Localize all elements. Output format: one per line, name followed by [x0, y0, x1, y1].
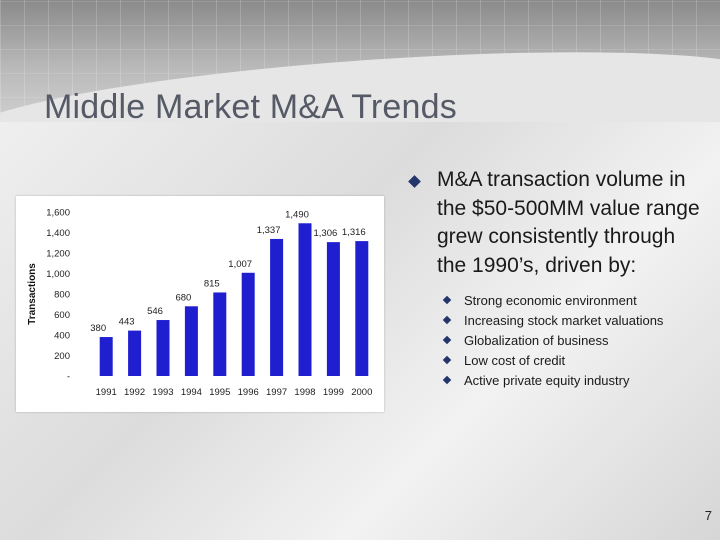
main-bullet-text: M&A transaction volume in the $50-500MM …	[437, 168, 700, 277]
bar	[270, 238, 284, 376]
y-tick-label: 800	[54, 290, 70, 301]
bar-value-label: 1,306	[314, 228, 338, 239]
sub-bullet-text: Strong economic environment	[464, 292, 637, 308]
bar-value-label: 1,490	[285, 209, 309, 220]
slide-title: Middle Market M&A Trends	[44, 88, 457, 126]
x-tick-label: 1994	[181, 387, 202, 398]
x-tick-label: 1995	[209, 387, 230, 398]
sub-bullet-item: Globalization of business	[440, 330, 704, 350]
bar-value-label: 1,316	[342, 227, 366, 238]
x-tick-label: 1997	[266, 387, 287, 398]
sub-bullet-item: Low cost of credit	[440, 350, 704, 370]
main-bullet: M&A transaction volume in the $50-500MM …	[404, 166, 704, 280]
x-tick-label: 1993	[152, 387, 173, 398]
y-tick-label: -	[67, 372, 70, 383]
x-tick-label: 1992	[124, 387, 145, 398]
x-tick-label: 1998	[294, 387, 315, 398]
y-axis-label: Transactions	[27, 263, 38, 325]
page-number: 7	[704, 508, 712, 523]
bar	[298, 223, 312, 376]
sub-bullet-item: Active private equity industry	[440, 370, 704, 390]
y-tick-label: 1,400	[46, 228, 70, 239]
transactions-bar-chart: Transactions - 200 400 600 800 1,000 1,200 1,400…	[27, 208, 372, 399]
y-tick-label: 1,600	[46, 208, 70, 219]
chart-panel: Transactions - 200 400 600 800 1,000 1,200 1,400…	[16, 196, 384, 412]
sub-bullet-text: Globalization of business	[464, 332, 609, 348]
y-tick-label: 600	[54, 310, 70, 321]
bar	[241, 272, 255, 376]
sub-bullet-text: Active private equity industry	[464, 372, 630, 388]
bar-value-label: 443	[119, 317, 135, 328]
sub-bullet-list: Strong economic environment Increasing s…	[440, 290, 704, 390]
bar	[156, 320, 170, 376]
bar	[355, 241, 369, 376]
sub-bullet-text: Low cost of credit	[464, 352, 566, 368]
bar-value-label: 546	[147, 306, 163, 317]
diamond-bullet-icon	[442, 315, 452, 325]
y-tick-label: 400	[54, 331, 70, 342]
sub-bullet-text: Increasing stock market valuations	[464, 312, 664, 328]
sub-bullet-item: Increasing stock market valuations	[440, 310, 704, 330]
title-band	[0, 0, 720, 122]
y-tick-label: 1,200	[46, 249, 70, 260]
bullet-list: M&A transaction volume in the $50-500MM …	[404, 166, 704, 390]
diamond-bullet-icon	[442, 355, 452, 365]
bar-value-label: 680	[175, 292, 191, 303]
bar	[213, 292, 227, 376]
x-tick-label: 1996	[238, 387, 259, 398]
sub-bullet-item: Strong economic environment	[440, 290, 704, 310]
x-tick-label: 2000	[351, 387, 372, 398]
bar-value-label: 815	[204, 278, 220, 289]
bar-value-label: 380	[90, 323, 106, 334]
x-tick-label: 1999	[323, 387, 344, 398]
bar	[99, 337, 113, 376]
bar-value-label: 1,007	[228, 259, 252, 270]
y-tick-label: 200	[54, 351, 70, 362]
bar	[128, 330, 142, 376]
diamond-bullet-icon	[442, 295, 452, 305]
bar	[326, 242, 340, 376]
diamond-bullet-icon	[442, 335, 452, 345]
bar-value-label: 1,337	[257, 225, 281, 236]
diamond-bullet-icon	[408, 175, 421, 188]
diamond-bullet-icon	[442, 375, 452, 385]
y-tick-label: 1,000	[46, 269, 70, 280]
bar	[184, 306, 198, 376]
x-tick-label: 1991	[96, 387, 117, 398]
